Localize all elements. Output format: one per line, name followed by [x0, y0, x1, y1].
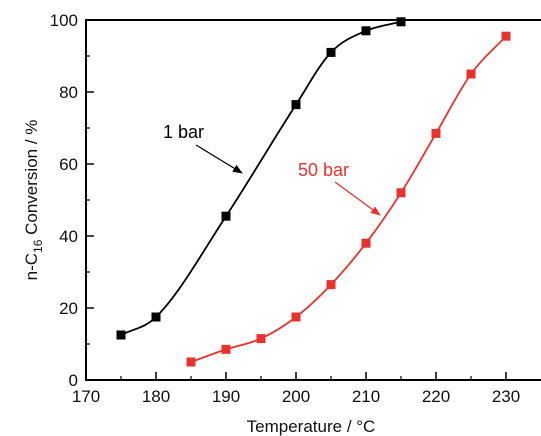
x-tick-label: 230	[492, 387, 520, 406]
data-point-50-bar	[501, 31, 511, 41]
y-tick-label: 80	[59, 83, 78, 102]
annotation-1-bar: 1 bar	[163, 122, 204, 142]
series-line-1-bar	[120, 20, 402, 336]
x-tick-label: 210	[352, 387, 380, 406]
series-line-50-bar	[190, 35, 507, 363]
data-point-50-bar	[291, 312, 301, 322]
data-point-50-bar	[256, 334, 266, 344]
annotation-50-bar-arrow	[334, 181, 381, 216]
data-point-1-bar	[361, 26, 371, 36]
y-tick-label: 40	[59, 227, 78, 246]
y-tick-label: 100	[50, 11, 78, 30]
x-axis-title: Temperature / °C	[247, 417, 376, 436]
annotation-50-bar: 50 bar	[298, 160, 349, 180]
x-tick-label: 180	[142, 387, 170, 406]
y-tick-label: 20	[59, 299, 78, 318]
data-point-50-bar	[431, 128, 441, 138]
data-point-50-bar	[361, 238, 371, 248]
data-point-1-bar	[151, 312, 161, 322]
annotation-layer: 1 bar 50 bar	[163, 122, 381, 216]
axes-layer: 170 180 190 200 210 220 230 0 20 40 60 80 100 Tempera…	[22, 11, 541, 436]
data-point-50-bar	[221, 344, 231, 354]
series-layer	[116, 17, 511, 367]
x-tick-label: 190	[212, 387, 240, 406]
y-axis-title: n-C16 Conversion / %	[22, 120, 45, 281]
data-point-50-bar	[326, 280, 336, 290]
data-point-50-bar	[466, 69, 476, 79]
y-tick-label: 60	[59, 155, 78, 174]
data-point-1-bar	[326, 47, 336, 57]
x-tick-label: 170	[72, 387, 100, 406]
data-point-50-bar	[186, 357, 196, 367]
x-tick-label: 220	[422, 387, 450, 406]
data-point-1-bar	[116, 330, 126, 340]
data-point-1-bar	[221, 211, 231, 221]
y-tick-label: 0	[69, 371, 78, 390]
data-point-50-bar	[396, 188, 406, 198]
annotation-1-bar-arrow	[195, 144, 243, 174]
data-point-1-bar	[291, 100, 301, 110]
data-point-1-bar	[396, 17, 406, 27]
x-tick-label: 200	[282, 387, 310, 406]
